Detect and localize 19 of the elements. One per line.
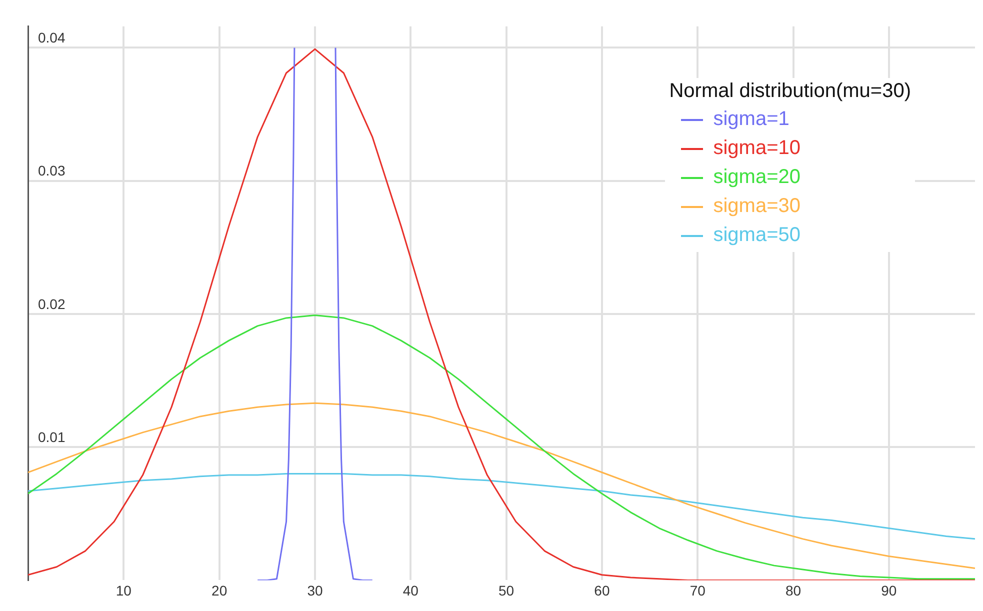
x-tick-label: 50 bbox=[498, 582, 514, 598]
legend-label: sigma=30 bbox=[713, 194, 801, 219]
x-tick-label: 90 bbox=[881, 582, 897, 598]
x-tick-label: 20 bbox=[212, 582, 228, 598]
legend-label: sigma=10 bbox=[713, 136, 801, 161]
x-tick-label: 70 bbox=[690, 582, 706, 598]
y-tick-label: 0.03 bbox=[38, 162, 66, 179]
legend-label: sigma=20 bbox=[713, 165, 801, 190]
x-tick-label: 30 bbox=[307, 582, 323, 598]
y-tick-label: 0.02 bbox=[38, 296, 66, 312]
legend-title: Normal distribution(mu=30) bbox=[669, 80, 911, 103]
legend-label: sigma=1 bbox=[713, 107, 790, 132]
x-tick-label: 60 bbox=[594, 582, 610, 598]
y-tick-label: 0.01 bbox=[38, 428, 66, 445]
legend-label: sigma=50 bbox=[713, 223, 801, 248]
y-tick-label: 0.04 bbox=[38, 30, 66, 46]
x-tick-label: 40 bbox=[402, 582, 419, 598]
x-tick-label: 10 bbox=[116, 582, 132, 598]
x-tick-label: 80 bbox=[785, 582, 802, 598]
